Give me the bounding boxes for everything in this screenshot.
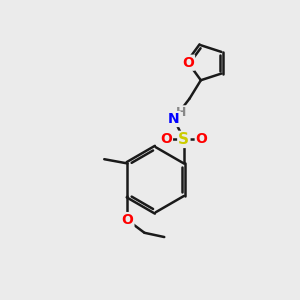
Text: N: N (168, 112, 180, 126)
Text: O: O (196, 132, 208, 146)
Text: S: S (178, 132, 189, 147)
Text: O: O (160, 132, 172, 146)
Text: H: H (176, 106, 186, 119)
Text: O: O (122, 213, 134, 227)
Text: O: O (182, 56, 194, 70)
